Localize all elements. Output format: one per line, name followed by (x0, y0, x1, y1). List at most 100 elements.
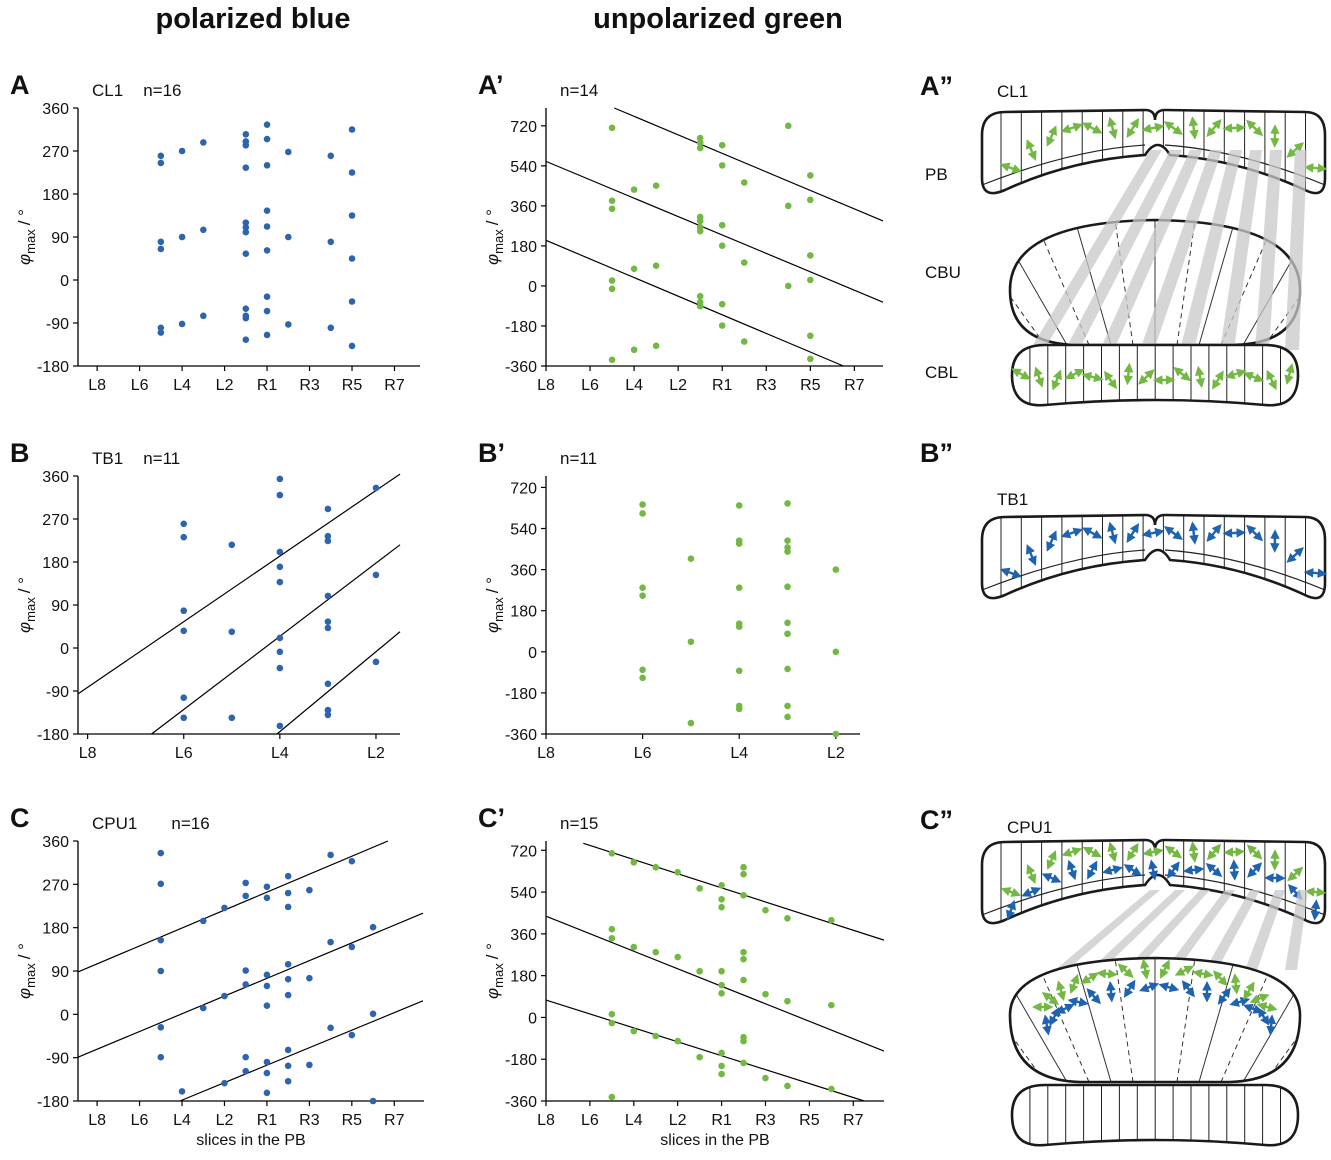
data-point (740, 1038, 747, 1045)
data-point (736, 706, 743, 713)
data-point (653, 342, 660, 349)
data-point (833, 649, 840, 656)
data-point (762, 907, 769, 914)
x-tick-label: L6 (634, 745, 652, 762)
data-point (306, 887, 313, 894)
fit-line (277, 632, 400, 734)
data-point (285, 321, 292, 328)
data-point (157, 850, 164, 857)
y-label-unit: / ° (15, 577, 34, 593)
data-point (718, 1071, 725, 1078)
data-point (762, 991, 769, 998)
y-tick-label: 180 (42, 555, 69, 572)
y-label-symbol: φ (15, 254, 34, 265)
data-point (609, 1094, 616, 1101)
fit-line (180, 1001, 423, 1101)
x-tick-label: R3 (299, 1112, 320, 1129)
data-point (674, 954, 681, 961)
y-tick-label: 360 (510, 927, 537, 944)
y-tick-label: 360 (42, 469, 69, 486)
data-point (325, 681, 332, 688)
segment (1309, 220, 1331, 345)
data-point (158, 246, 165, 253)
data-point (609, 205, 616, 212)
data-point (200, 918, 207, 925)
arrow (1193, 846, 1194, 858)
data-point (264, 293, 271, 300)
arrow (1310, 891, 1322, 892)
x-tick-label: R5 (800, 377, 821, 394)
data-point (264, 162, 271, 169)
data-point (179, 1088, 186, 1095)
x-tick-label: L4 (173, 1112, 191, 1129)
data-point (719, 301, 726, 308)
panel-label: B (10, 438, 30, 468)
data-point (674, 1038, 681, 1045)
data-point (807, 252, 814, 259)
y-label-unit: / ° (15, 209, 34, 225)
x-tick-label: L2 (669, 1112, 687, 1129)
data-point (200, 139, 207, 146)
data-point (285, 873, 292, 880)
fit-line (546, 916, 884, 1051)
data-point (157, 937, 164, 944)
data-point (785, 203, 792, 210)
data-point (349, 255, 356, 262)
x-tick-label: L6 (131, 377, 149, 394)
data-point (221, 1080, 228, 1087)
arrow (1193, 121, 1195, 135)
data-point (242, 893, 249, 900)
arrow (1227, 533, 1241, 534)
data-point (718, 990, 725, 997)
fit-line (546, 240, 843, 366)
data-point (228, 628, 235, 635)
data-point (609, 935, 616, 942)
data-point (243, 250, 250, 257)
data-point (609, 850, 616, 857)
data-point (785, 283, 792, 290)
segment (835, 958, 979, 1082)
x-tick-label: L2 (216, 377, 234, 394)
y-tick-label: 0 (528, 279, 537, 296)
data-point (285, 992, 292, 999)
data-point (784, 915, 791, 922)
data-point (784, 548, 791, 555)
panel-label: A” (920, 71, 953, 101)
data-point (264, 308, 271, 315)
x-tick-label: L4 (271, 745, 289, 762)
x-tick-label: L8 (537, 1112, 555, 1129)
annotation: CPU1 (92, 814, 137, 833)
data-point (349, 169, 356, 176)
arrow (1188, 869, 1200, 870)
data-point (609, 124, 616, 131)
x-tick-label: R3 (755, 1112, 776, 1129)
data-point (373, 572, 380, 579)
y-tick-label: 270 (42, 144, 69, 161)
data-point (264, 895, 271, 902)
data-point (370, 924, 377, 931)
data-point (828, 917, 835, 924)
data-point (828, 1002, 835, 1009)
y-tick-label: 540 (510, 885, 537, 902)
data-point (639, 501, 646, 508)
data-point (630, 859, 637, 866)
arrow (1315, 904, 1316, 916)
x-tick-label: R5 (342, 377, 363, 394)
x-tick-label: L6 (581, 377, 599, 394)
region (982, 515, 1325, 598)
data-point (180, 694, 187, 701)
data-point (179, 234, 186, 241)
y-axis-label: φmax/ ° (483, 943, 506, 999)
data-point (609, 286, 616, 293)
data-point (736, 667, 743, 674)
panel-label: C (10, 803, 30, 833)
y-tick-label: 0 (528, 1010, 537, 1027)
data-point (200, 227, 207, 234)
x-tick-label: L6 (581, 1112, 599, 1129)
x-tick-label: L8 (537, 377, 555, 394)
data-point (242, 1054, 249, 1061)
arrow (1309, 167, 1323, 168)
annotation: n=16 (171, 814, 209, 833)
data-point (277, 549, 284, 556)
y-tick-label: 270 (42, 877, 69, 894)
